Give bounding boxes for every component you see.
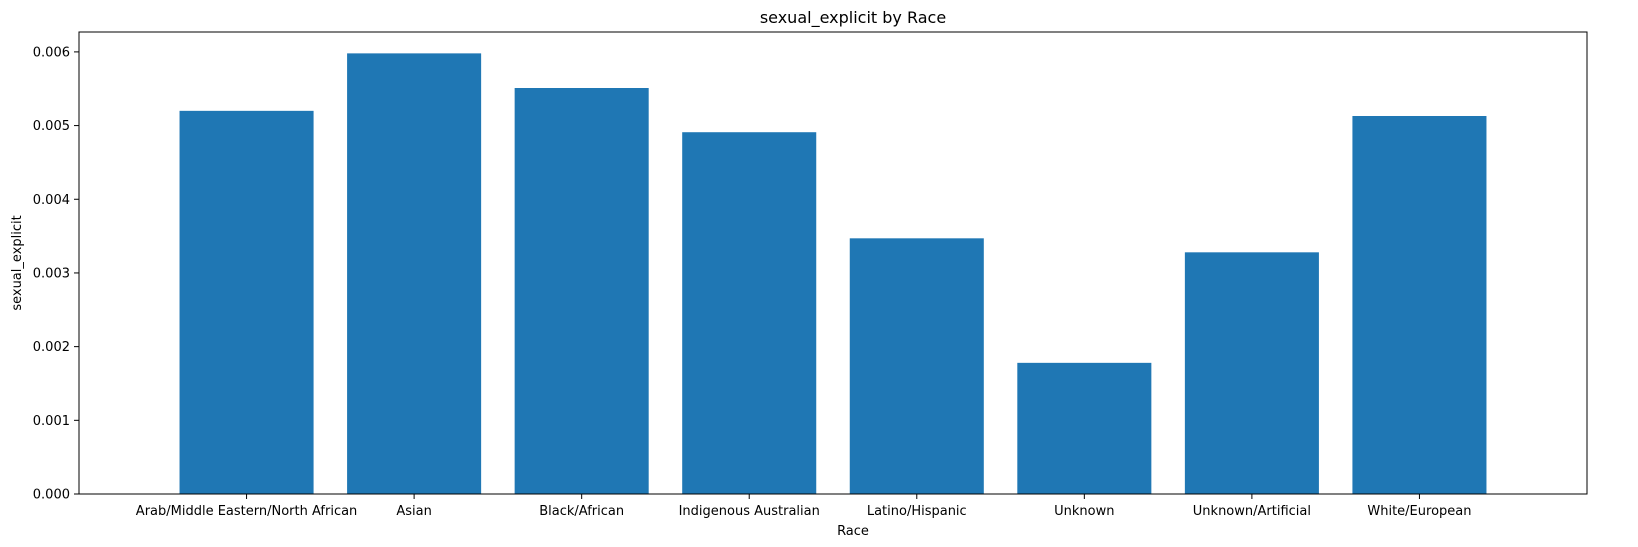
y-tick-label: 0.001 [33,414,70,429]
x-axis-ticks: Arab/Middle Eastern/North African Asian Bl… [136,494,1471,519]
x-tick-label: Unknown/Artificial [1193,504,1311,519]
x-tick-label: Black/African [539,504,624,519]
bars-group [179,53,1487,495]
bar-arab-middle-eastern-north-african [179,110,314,494]
x-tick-label: White/European [1367,504,1471,519]
bar-indigenous-australian [682,132,817,495]
chart-title: sexual_explicit by Race [760,8,946,28]
x-tick-label: Indigenous Australian [679,504,820,519]
x-tick-label: Asian [396,504,431,519]
bar-white-european [1352,116,1487,494]
bar-latino-hispanic [849,238,984,494]
bar-unknown [1017,362,1152,494]
bar-unknown-artificial [1184,252,1319,494]
y-tick-label: 0.005 [33,119,70,134]
x-tick-label: Latino/Hispanic [867,504,967,519]
x-axis-label: Race [837,524,869,539]
y-axis-ticks: 0.000 0.001 0.002 0.003 0.004 0.005 0.006 [33,45,79,503]
y-axis-label: sexual_explicit [10,215,25,310]
x-tick-label: Unknown [1054,504,1114,519]
y-tick-label: 0.002 [33,340,70,355]
y-tick-label: 0.004 [33,193,70,208]
y-tick-label: 0.006 [33,45,70,60]
bar-asian [347,53,482,495]
plot-frame [78,31,1588,495]
bar-black-african [514,88,649,494]
y-tick-label: 0.003 [33,266,70,281]
y-tick-label: 0.000 [33,488,70,503]
x-tick-label: Arab/Middle Eastern/North African [136,504,358,519]
